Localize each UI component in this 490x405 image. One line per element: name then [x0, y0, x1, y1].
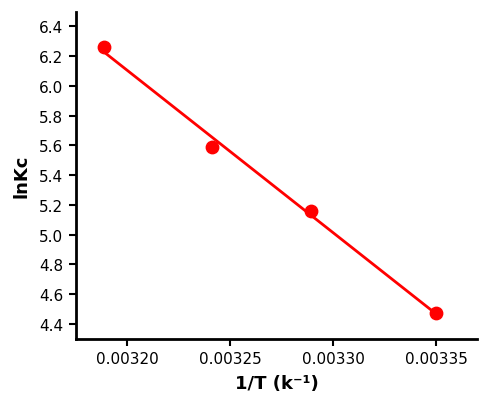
Point	[307, 208, 315, 215]
Point	[208, 144, 216, 151]
Y-axis label: lnKc: lnKc	[13, 154, 30, 197]
X-axis label: 1/T (k⁻¹): 1/T (k⁻¹)	[235, 375, 318, 392]
Point	[432, 310, 440, 317]
Point	[100, 45, 108, 51]
